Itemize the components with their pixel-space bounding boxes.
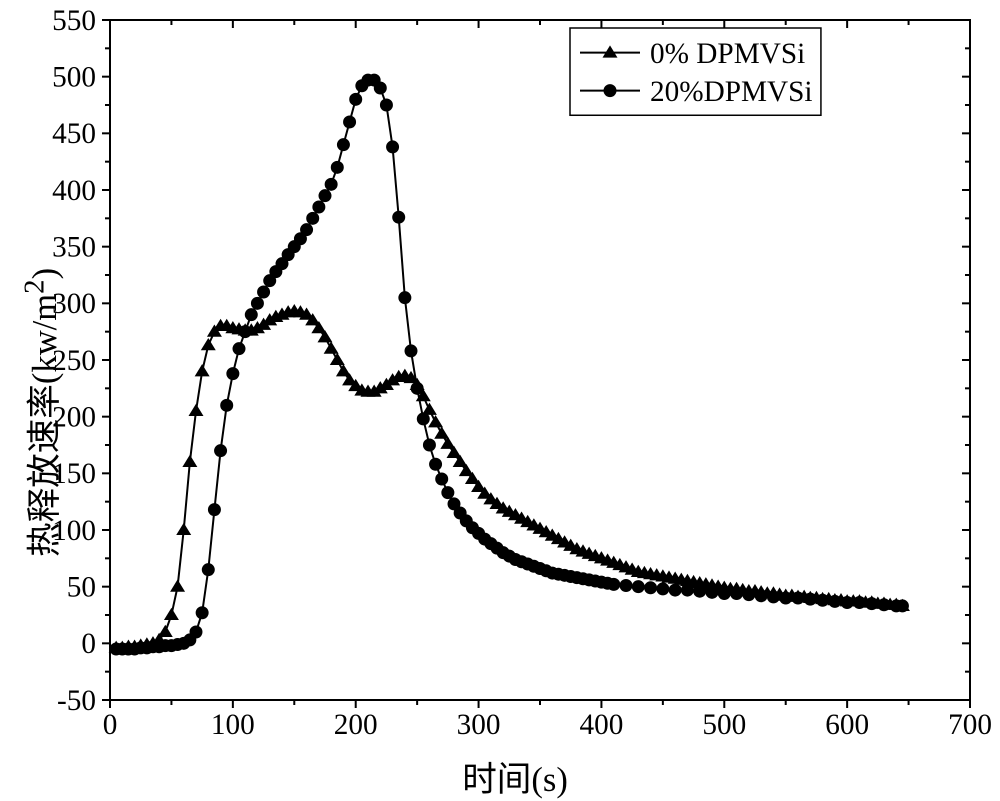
- x-tick-label: 100: [211, 709, 255, 741]
- y-axis-title: 热释放速率(kw/m2): [16, 268, 66, 557]
- x-axis-title: 时间(s): [462, 751, 568, 801]
- y-tick-label: 450: [52, 118, 96, 150]
- legend: 0% DPMVSi 20%DPMVSi: [570, 28, 821, 115]
- x-tick-label: 200: [334, 709, 378, 741]
- y-tick-label: -50: [57, 685, 96, 717]
- chart-svg: 0100200300400500600700-50050100150200250…: [0, 0, 1000, 788]
- x-tick-label: 500: [702, 709, 746, 741]
- legend-label: 0% DPMVSi: [650, 38, 805, 70]
- y-axis-title-main: 热释放速率(kw/m: [26, 294, 64, 557]
- x-tick-label: 600: [825, 709, 869, 741]
- x-tick-label: 300: [457, 709, 501, 741]
- y-axis-title-sup: 2: [18, 280, 50, 294]
- y-tick-label: 500: [52, 62, 96, 94]
- y-tick-label: 0: [81, 628, 96, 660]
- series-20%DPMVSi: [110, 74, 908, 655]
- x-tick-label: 700: [948, 709, 992, 741]
- chart-container: 0100200300400500600700-50050100150200250…: [0, 0, 1000, 788]
- x-tick-label: 400: [579, 709, 623, 741]
- y-axis-title-tail: ): [26, 268, 64, 280]
- y-tick-label: 50: [67, 572, 96, 604]
- y-tick-label: 350: [52, 232, 96, 264]
- x-tick-label: 0: [103, 709, 118, 741]
- legend-label: 20%DPMVSi: [650, 76, 813, 108]
- y-tick-label: 550: [52, 5, 96, 37]
- y-tick-label: 400: [52, 175, 96, 207]
